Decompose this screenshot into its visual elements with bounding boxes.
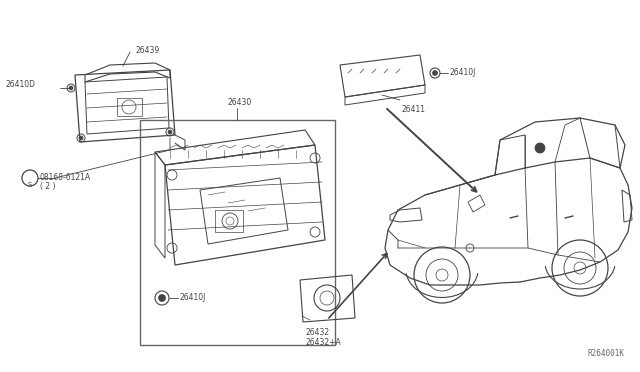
Circle shape (433, 71, 438, 76)
Circle shape (69, 86, 73, 90)
Text: 26411: 26411 (402, 105, 426, 114)
Bar (215, 210, 243, 232)
Circle shape (79, 136, 83, 140)
Text: 26439: 26439 (135, 46, 159, 55)
Text: 26432+A: 26432+A (305, 338, 340, 347)
Circle shape (159, 295, 166, 301)
Text: 26430: 26430 (227, 98, 252, 107)
Circle shape (535, 143, 545, 153)
Text: 26432: 26432 (305, 328, 329, 337)
Text: 26410D: 26410D (5, 80, 35, 89)
Text: ( 2 ): ( 2 ) (40, 182, 56, 191)
Circle shape (168, 130, 172, 134)
Text: 26410J: 26410J (450, 68, 476, 77)
Text: 08168-6121A: 08168-6121A (40, 173, 91, 182)
Text: 26410J: 26410J (180, 293, 206, 302)
Bar (140, 120, 335, 345)
Bar (117, 98, 142, 116)
Text: S: S (27, 182, 31, 188)
Text: R264001K: R264001K (588, 349, 625, 358)
